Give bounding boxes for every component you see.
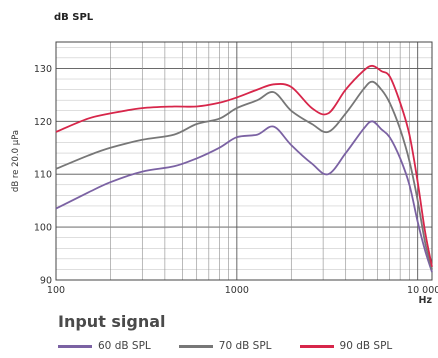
series-line-2 <box>55 64 433 267</box>
x-tick-label: 10 000 <box>407 285 438 296</box>
legend-title: Input signal <box>58 312 166 331</box>
legend-item-60db: 60 dB SPL <box>58 340 151 352</box>
legend-label-60db: 60 dB SPL <box>98 340 151 352</box>
legend-swatch-60db <box>58 344 92 348</box>
legend-item-70db: 70 dB SPL <box>178 340 272 352</box>
legend-swatch-70db <box>178 344 213 348</box>
grid <box>55 42 432 281</box>
y-tick-label: 120 <box>34 117 52 128</box>
series-line-1 <box>55 80 433 270</box>
legend-label-90db: 90 dB SPL <box>339 340 393 352</box>
plot-border <box>55 41 433 281</box>
series-layer <box>55 64 433 273</box>
y-tick-label: 130 <box>34 64 52 75</box>
x-tick-label: 1000 <box>225 285 249 296</box>
y-tick-label: 90 <box>40 276 52 287</box>
legend: 60 dB SPL 70 dB SPL 90 dB SPL <box>58 340 420 352</box>
y-axis-label: dB re 20.0 µPa <box>11 130 21 192</box>
series-line-0 <box>55 120 433 273</box>
y-tick-label: 100 <box>34 223 52 234</box>
legend-swatch-90db <box>299 344 334 348</box>
legend-item-90db: 90 dB SPL <box>299 340 393 352</box>
legend-label-70db: 70 dB SPL <box>218 340 272 352</box>
x-axis-label: Hz <box>419 295 433 306</box>
y-tick-label: 110 <box>34 170 52 181</box>
x-tick-label: 100 <box>47 285 65 296</box>
plot-frame <box>55 41 433 281</box>
chart-title: dB SPL <box>54 12 94 23</box>
